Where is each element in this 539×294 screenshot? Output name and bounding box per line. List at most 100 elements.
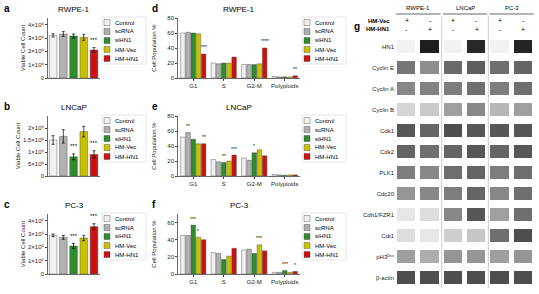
svg-text:Cyclin A: Cyclin A: [372, 86, 394, 92]
svg-text:scRNA: scRNA: [315, 28, 334, 34]
svg-text:G2-M: G2-M: [247, 181, 262, 187]
svg-text:Polyploids: Polyploids: [271, 181, 298, 187]
svg-text:4×10⁶: 4×10⁶: [28, 218, 45, 224]
svg-text:***: ***: [90, 213, 98, 219]
svg-text:g: g: [354, 21, 360, 32]
svg-text:Cell Population %: Cell Population %: [151, 220, 157, 268]
svg-text:***: ***: [90, 37, 98, 43]
svg-text:20: 20: [167, 158, 174, 164]
svg-text:+: +: [428, 26, 432, 33]
svg-text:G2-M: G2-M: [247, 83, 262, 89]
svg-text:HM-HN1: HM-HN1: [315, 154, 339, 160]
svg-text:0: 0: [41, 75, 45, 81]
svg-text:G1: G1: [189, 279, 198, 285]
svg-text:3×10⁶: 3×10⁶: [28, 231, 45, 237]
svg-text:2×10⁶: 2×10⁶: [28, 48, 45, 54]
svg-text:+: +: [451, 17, 455, 24]
svg-text:+: +: [475, 26, 479, 33]
svg-text:-: -: [522, 17, 525, 24]
svg-text:Cdk1: Cdk1: [380, 128, 395, 134]
svg-text:1×10⁶: 1×10⁶: [28, 149, 45, 155]
svg-text:20: 20: [167, 60, 174, 66]
svg-text:5×10⁵: 5×10⁵: [28, 161, 45, 167]
svg-text:**: **: [202, 134, 206, 140]
svg-text:-: -: [499, 26, 502, 33]
svg-text:Control: Control: [315, 216, 334, 222]
svg-text:d: d: [152, 3, 158, 14]
svg-text:***: ***: [282, 261, 288, 267]
svg-text:e: e: [152, 101, 158, 112]
svg-text:0: 0: [41, 271, 45, 277]
svg-text:Cdh1/FZR1: Cdh1/FZR1: [363, 212, 395, 218]
svg-text:Cell Population %: Cell Population %: [151, 122, 157, 170]
svg-text:1×10⁶: 1×10⁶: [28, 258, 45, 264]
svg-text:HM-HN1: HM-HN1: [115, 252, 139, 258]
svg-text:Polyploids: Polyploids: [271, 83, 298, 89]
svg-text:scRNA: scRNA: [315, 127, 334, 133]
svg-text:LNCaP: LNCaP: [456, 5, 475, 11]
svg-text:3×10⁶: 3×10⁶: [28, 35, 45, 41]
svg-text:Control: Control: [315, 118, 334, 124]
svg-text:β-actin: β-actin: [376, 275, 394, 281]
svg-text:**: **: [222, 153, 226, 159]
svg-text:4×10⁶: 4×10⁶: [28, 22, 45, 28]
svg-text:HM-Vec: HM-Vec: [368, 18, 390, 24]
svg-text:HM-HN1: HM-HN1: [115, 154, 139, 160]
svg-text:pH3ᴰˢˢ: pH3ᴰˢˢ: [376, 254, 394, 260]
svg-text:HM-HN1: HM-HN1: [315, 252, 339, 258]
svg-text:f: f: [152, 199, 156, 210]
svg-text:80: 80: [167, 113, 174, 119]
svg-text:2×10⁶: 2×10⁶: [28, 125, 45, 131]
svg-text:HN1: HN1: [382, 44, 395, 50]
svg-text:***: ***: [201, 44, 207, 50]
svg-text:Polyploids: Polyploids: [271, 279, 298, 285]
svg-text:scRNA: scRNA: [115, 28, 134, 34]
svg-text:*: *: [253, 143, 255, 149]
svg-text:**: **: [186, 123, 190, 129]
svg-text:20: 20: [167, 254, 174, 260]
svg-text:siHN1: siHN1: [315, 37, 332, 43]
svg-text:siHN1: siHN1: [115, 136, 132, 142]
svg-text:40: 40: [167, 143, 174, 149]
svg-text:Control: Control: [315, 20, 334, 26]
svg-text:Cyclin B: Cyclin B: [372, 107, 394, 113]
svg-text:HM-HN1: HM-HN1: [366, 26, 390, 32]
svg-text:Cyclin E: Cyclin E: [372, 65, 394, 71]
svg-text:40: 40: [167, 45, 174, 51]
svg-text:1.5×10⁶: 1.5×10⁶: [23, 137, 45, 143]
svg-text:*: *: [294, 262, 296, 268]
svg-text:RWPE-1: RWPE-1: [406, 5, 430, 11]
svg-text:0: 0: [171, 75, 175, 81]
svg-text:Cdc20: Cdc20: [377, 191, 395, 197]
svg-text:***: ***: [256, 235, 262, 241]
svg-text:S: S: [222, 83, 226, 89]
svg-text:HM-Vec: HM-Vec: [315, 144, 336, 150]
svg-text:siHN1: siHN1: [115, 233, 132, 239]
svg-text:a: a: [4, 3, 10, 14]
svg-text:80: 80: [167, 15, 174, 21]
svg-text:LNCaP: LNCaP: [226, 103, 252, 112]
svg-text:PC-3: PC-3: [230, 201, 249, 210]
svg-text:G1: G1: [189, 83, 198, 89]
svg-text:siHN1: siHN1: [115, 37, 132, 43]
svg-text:Cdk2: Cdk2: [380, 149, 395, 155]
svg-text:40: 40: [167, 237, 174, 243]
svg-text:**: **: [293, 66, 297, 72]
svg-text:0: 0: [171, 271, 175, 277]
svg-text:c: c: [4, 199, 10, 210]
svg-text:Control: Control: [115, 216, 134, 222]
svg-text:0: 0: [171, 173, 175, 179]
svg-text:HM-Vec: HM-Vec: [115, 144, 136, 150]
svg-text:Control: Control: [115, 118, 134, 124]
svg-text:HM-HN1: HM-HN1: [115, 56, 139, 62]
svg-text:siHN1: siHN1: [315, 233, 332, 239]
svg-text:Control: Control: [115, 20, 134, 26]
svg-text:HM-Vec: HM-Vec: [315, 243, 336, 249]
svg-text:HM-HN1: HM-HN1: [315, 56, 339, 62]
svg-text:+: +: [405, 17, 409, 24]
svg-text:HM-Vec: HM-Vec: [115, 47, 136, 53]
svg-text:PC-3: PC-3: [505, 5, 519, 11]
svg-text:scRNA: scRNA: [115, 127, 134, 133]
svg-text:***: ***: [190, 216, 196, 222]
svg-text:scRNA: scRNA: [115, 225, 134, 231]
